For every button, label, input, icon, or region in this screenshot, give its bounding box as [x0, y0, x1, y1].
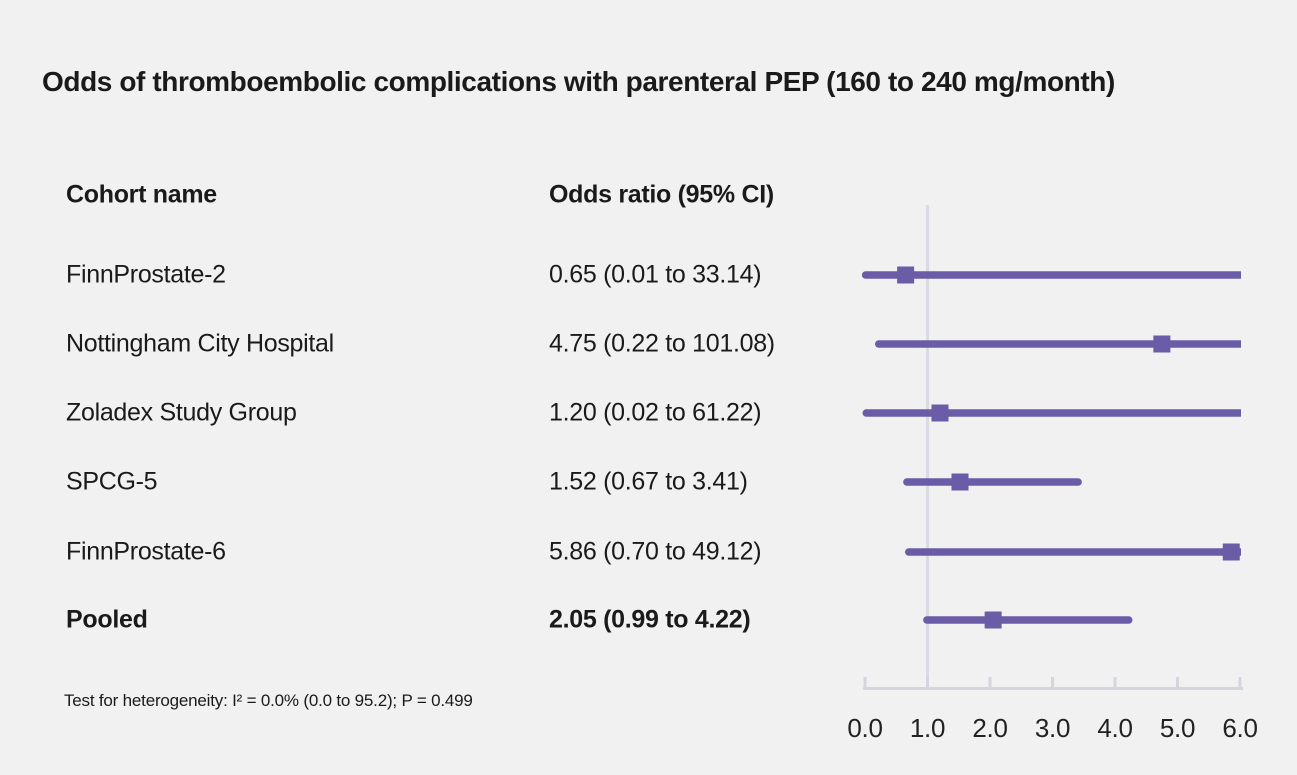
odds-ratio-value: 5.86 (0.70 to 49.12) [549, 537, 762, 566]
odds-ratio-value: 4.75 (0.22 to 101.08) [549, 329, 775, 358]
x-axis-tick-label: 3.0 [1035, 713, 1070, 743]
odds-ratio-value: 1.20 (0.02 to 61.22) [549, 398, 762, 427]
odds-ratio-marker [931, 404, 949, 422]
cohort-name: Zoladex Study Group [66, 398, 297, 427]
odds-ratio-column-header: Odds ratio (95% CI) [549, 180, 774, 209]
x-axis-tick-label: 0.0 [847, 713, 882, 743]
forest-rows [861, 266, 1241, 629]
heterogeneity-note: Test for heterogeneity: I² = 0.0% (0.0 t… [64, 691, 473, 710]
x-axis-tick-label: 2.0 [972, 713, 1007, 743]
x-axis-tick-label: 1.0 [910, 713, 945, 743]
cohort-name-pooled: Pooled [66, 605, 148, 634]
cohort-name: FinnProstate-2 [66, 260, 226, 289]
odds-ratio-marker [984, 611, 1002, 629]
cohort-column-header: Cohort name [66, 180, 217, 209]
odds-ratio-marker [1222, 543, 1240, 561]
cohort-name: FinnProstate-6 [66, 537, 226, 566]
figure-title: Odds of thromboembolic complications wit… [42, 66, 1115, 97]
x-axis-tick-label: 6.0 [1222, 713, 1257, 743]
cohort-name: Nottingham City Hospital [66, 329, 334, 358]
odds-ratio-value: 1.52 (0.67 to 3.41) [549, 467, 748, 496]
x-axis-tick-label: 5.0 [1160, 713, 1195, 743]
odds-ratio-marker [897, 266, 915, 284]
odds-ratio-value-pooled: 2.05 (0.99 to 4.22) [549, 605, 751, 634]
cohort-name: SPCG-5 [66, 467, 158, 496]
x-axis-tick-label: 4.0 [1097, 713, 1132, 743]
odds-ratio-value: 0.65 (0.01 to 33.14) [549, 260, 762, 289]
odds-ratio-marker [951, 473, 969, 491]
odds-ratio-marker [1153, 335, 1171, 353]
